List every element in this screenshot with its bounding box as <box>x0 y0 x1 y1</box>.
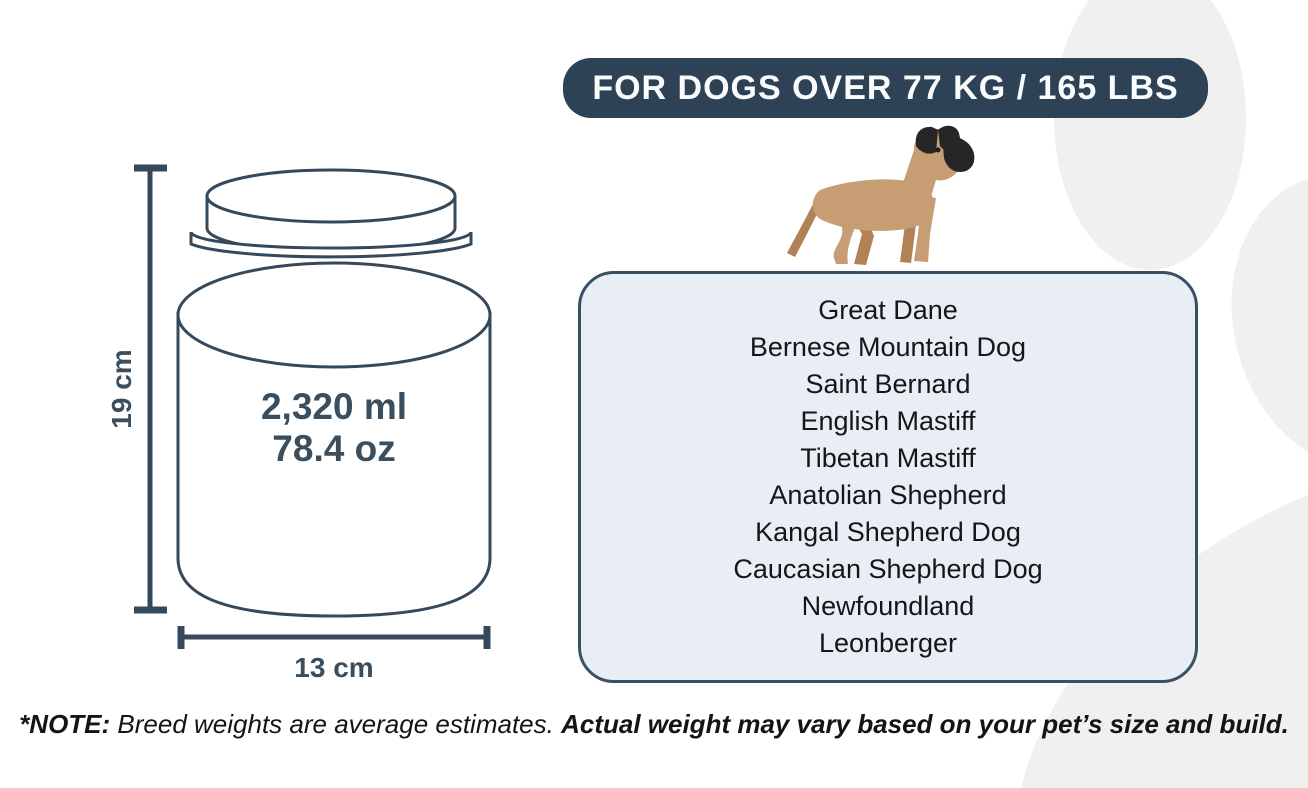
paw-toe-shape <box>1231 173 1308 471</box>
container-illustration <box>176 168 492 618</box>
breed-item: Caucasian Shepherd Dog <box>733 554 1043 584</box>
breed-item: Saint Bernard <box>805 369 971 399</box>
dog-ear <box>915 126 938 154</box>
breed-item: Anatolian Shepherd <box>769 480 1007 510</box>
great-dane-illustration <box>787 125 975 265</box>
header-banner-label: FOR DOGS OVER 77 KG / 165 LBS <box>592 68 1179 107</box>
volume-ml-value: 2,320 ml <box>260 386 408 427</box>
dog-front-leg <box>914 196 936 262</box>
dog-rear-leg <box>822 200 855 264</box>
note-middle: Breed weights are average estimates. <box>117 709 562 739</box>
container-width-label: 13 cm <box>294 652 374 683</box>
breeds-list-box: Great Dane Bernese Mountain Dog Saint Be… <box>578 271 1198 683</box>
container-height-label: 19 cm <box>106 349 137 429</box>
container-volume-label: 2,320 ml 78.4 oz <box>178 386 490 470</box>
breed-item: English Mastiff <box>800 406 976 436</box>
breed-item: Bernese Mountain Dog <box>749 332 1027 362</box>
dog-eye <box>935 147 941 153</box>
volume-oz-value: 78.4 oz <box>272 428 396 469</box>
footer-note: *NOTE: Breed weights are average estimat… <box>0 709 1308 740</box>
dog-muzzle <box>943 136 975 172</box>
breed-item: Kangal Shepherd Dog <box>755 517 1021 547</box>
container-body <box>176 261 492 618</box>
breed-item: Newfoundland <box>801 591 975 621</box>
width-dimension-line <box>177 626 491 649</box>
breed-item: Tibetan Mastiff <box>800 443 976 473</box>
dog-tail <box>787 198 822 257</box>
breed-item: Great Dane <box>818 295 958 325</box>
height-dimension-line <box>134 164 167 614</box>
note-prefix: *NOTE: <box>19 709 111 739</box>
paw-toe-shape <box>1054 0 1246 270</box>
note-emphasis: Actual weight may vary based on your pet… <box>561 709 1289 739</box>
header-banner: FOR DOGS OVER 77 KG / 165 LBS <box>563 58 1208 118</box>
breed-item: Leonberger <box>818 628 958 658</box>
container-lid <box>189 168 473 259</box>
